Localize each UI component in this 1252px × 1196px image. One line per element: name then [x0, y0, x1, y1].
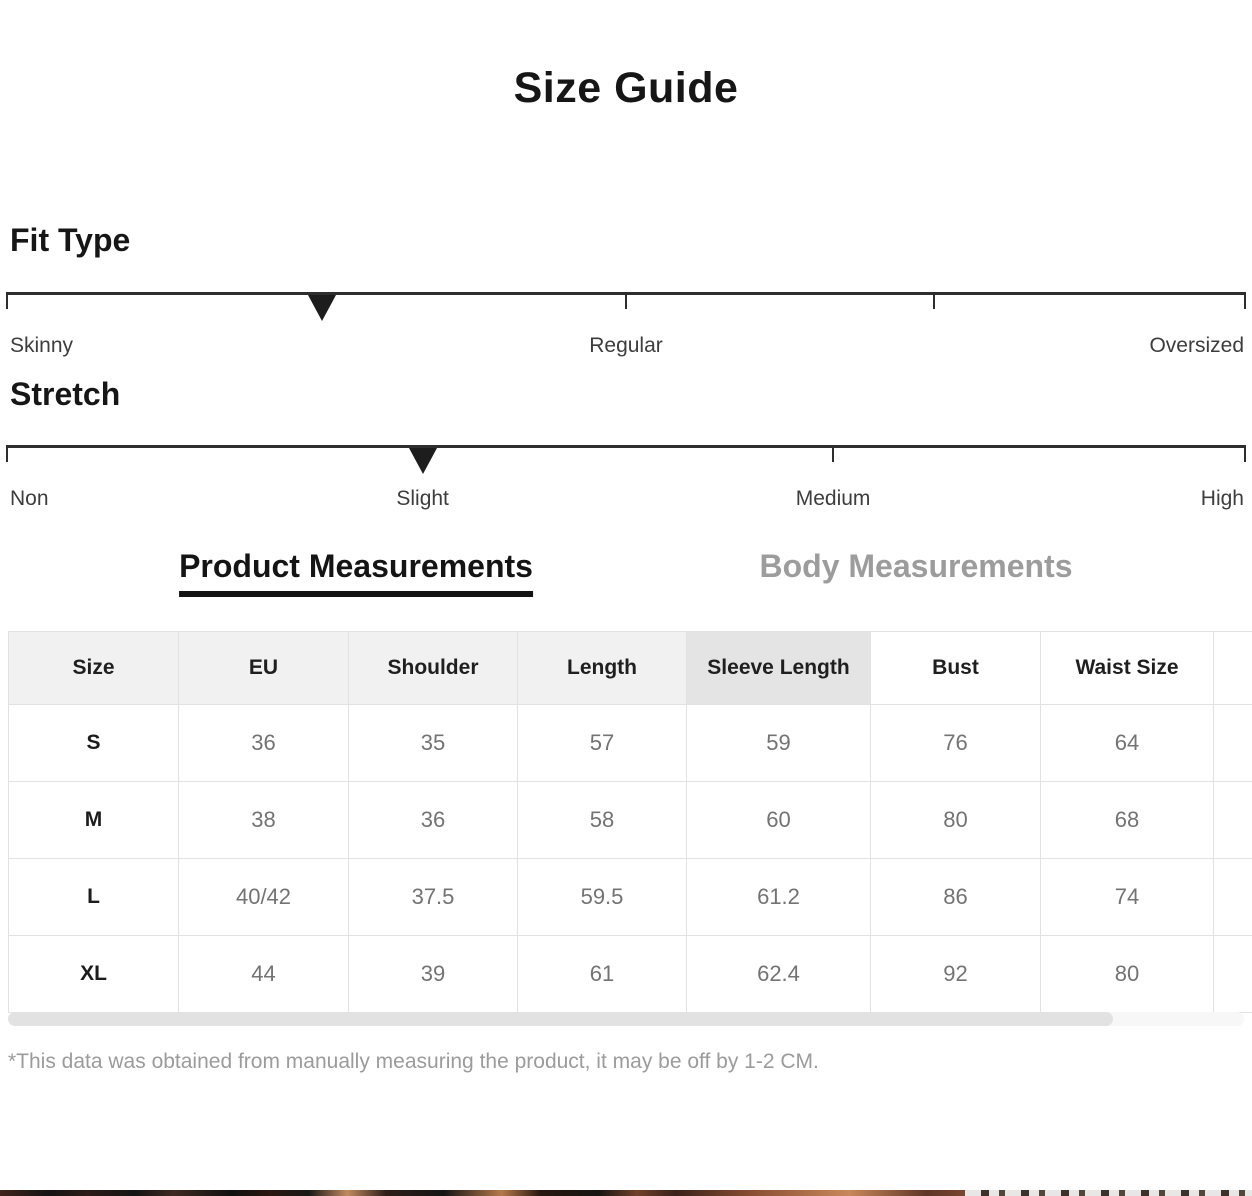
- measurement-cell: 40/42: [178, 858, 349, 936]
- measurement-cell: 60: [686, 781, 871, 859]
- page-title: Size Guide: [513, 64, 739, 112]
- stretch-tick: [6, 445, 8, 462]
- fit-type-marker: [308, 295, 337, 321]
- cropped-image-strip: [0, 1190, 1252, 1196]
- measurement-cell: 58: [517, 781, 687, 859]
- size-cell: XL: [8, 935, 179, 1013]
- stretch-marker: [408, 448, 437, 474]
- fit-type-slider: Skinny Regular Oversized: [6, 292, 1246, 372]
- measurement-tabs: Product Measurements Body Measurements: [0, 548, 1252, 600]
- column-header: Length: [517, 631, 687, 705]
- measurement-cell: 36: [348, 781, 518, 859]
- column-header: Bust: [870, 631, 1041, 705]
- measurement-cell: 80: [870, 781, 1041, 859]
- table-row: M 38 36 58 60 80 68: [8, 781, 1252, 859]
- table-row: S 36 35 57 59 76 64: [8, 704, 1252, 782]
- stretch-slider-labels: Non Slight Medium High: [6, 487, 1246, 517]
- measurement-cell-cutoff: [1213, 858, 1252, 936]
- fit-type-label: Oversized: [1149, 334, 1244, 357]
- measurement-cell: 44: [178, 935, 349, 1013]
- fit-type-tick: [1244, 292, 1246, 309]
- fit-type-tick: [932, 292, 935, 309]
- table-row: L 40/42 37.5 59.5 61.2 86 74: [8, 858, 1252, 936]
- measurement-cell-cutoff: [1213, 935, 1252, 1013]
- stretch-slider-line: [6, 445, 1246, 448]
- measurement-cell: 37.5: [348, 858, 518, 936]
- measurement-cell: 62.4: [686, 935, 871, 1013]
- measurement-cell: 68: [1040, 781, 1214, 859]
- stretch-slider: Non Slight Medium High: [6, 445, 1246, 525]
- measurement-cell: 61: [517, 935, 687, 1013]
- measurement-disclaimer: *This data was obtained from manually me…: [8, 1050, 819, 1073]
- measurement-cell: 92: [870, 935, 1041, 1013]
- stretch-label: Non: [10, 487, 49, 510]
- column-header: Shoulder: [348, 631, 518, 705]
- measurement-cell: 38: [178, 781, 349, 859]
- measurement-cell-cutoff: [1213, 704, 1252, 782]
- column-header: EU: [178, 631, 349, 705]
- size-cell: L: [8, 858, 179, 936]
- fit-type-tick: [625, 292, 627, 309]
- column-header: Waist Size: [1040, 631, 1214, 705]
- column-header-cutoff: [1213, 631, 1252, 705]
- stretch-label: Medium: [795, 487, 871, 510]
- size-table-wrap: Size EU Shoulder Length Sleeve Length Bust Wai…: [8, 631, 1252, 1013]
- measurement-cell: 36: [178, 704, 349, 782]
- measurement-cell: 80: [1040, 935, 1214, 1013]
- size-table: Size EU Shoulder Length Sleeve Length Bust Wai…: [8, 631, 1252, 1013]
- measurement-cell: 35: [348, 704, 518, 782]
- tab-product-measurements[interactable]: Product Measurements: [179, 548, 533, 597]
- column-header: Sleeve Length: [686, 631, 871, 705]
- table-scrollbar-track[interactable]: [8, 1012, 1244, 1026]
- measurement-cell: 39: [348, 935, 518, 1013]
- cropped-image-strip-right: [965, 1190, 1252, 1196]
- table-row: XL 44 39 61 62.4 92 80: [8, 935, 1252, 1013]
- stretch-tick: [1244, 445, 1246, 462]
- stretch-label: High: [1200, 487, 1244, 510]
- table-scrollbar-thumb[interactable]: [8, 1012, 1113, 1026]
- fit-type-heading: Fit Type: [10, 222, 131, 258]
- cropped-image-strip-left: [0, 1190, 965, 1196]
- measurement-cell: 61.2: [686, 858, 871, 936]
- measurement-cell: 57: [517, 704, 687, 782]
- fit-type-label: Skinny: [10, 334, 74, 357]
- stretch-tick: [832, 445, 835, 462]
- measurement-cell-cutoff: [1213, 781, 1252, 859]
- measurement-cell: 59: [686, 704, 871, 782]
- stretch-heading: Stretch: [10, 376, 121, 412]
- measurement-cell: 64: [1040, 704, 1214, 782]
- size-cell: S: [8, 704, 179, 782]
- tab-body-measurements[interactable]: Body Measurements: [759, 548, 1073, 584]
- size-cell: M: [8, 781, 179, 859]
- table-header-row: Size EU Shoulder Length Sleeve Length Bust Wai…: [8, 631, 1252, 705]
- stretch-label: Slight: [396, 487, 449, 510]
- measurement-cell: 59.5: [517, 858, 687, 936]
- column-header: Size: [8, 631, 179, 705]
- fit-type-label: Regular: [589, 334, 663, 357]
- measurement-cell: 76: [870, 704, 1041, 782]
- fit-type-tick: [6, 292, 8, 309]
- measurement-cell: 74: [1040, 858, 1214, 936]
- fit-type-slider-labels: Skinny Regular Oversized: [6, 334, 1246, 364]
- measurement-cell: 86: [870, 858, 1041, 936]
